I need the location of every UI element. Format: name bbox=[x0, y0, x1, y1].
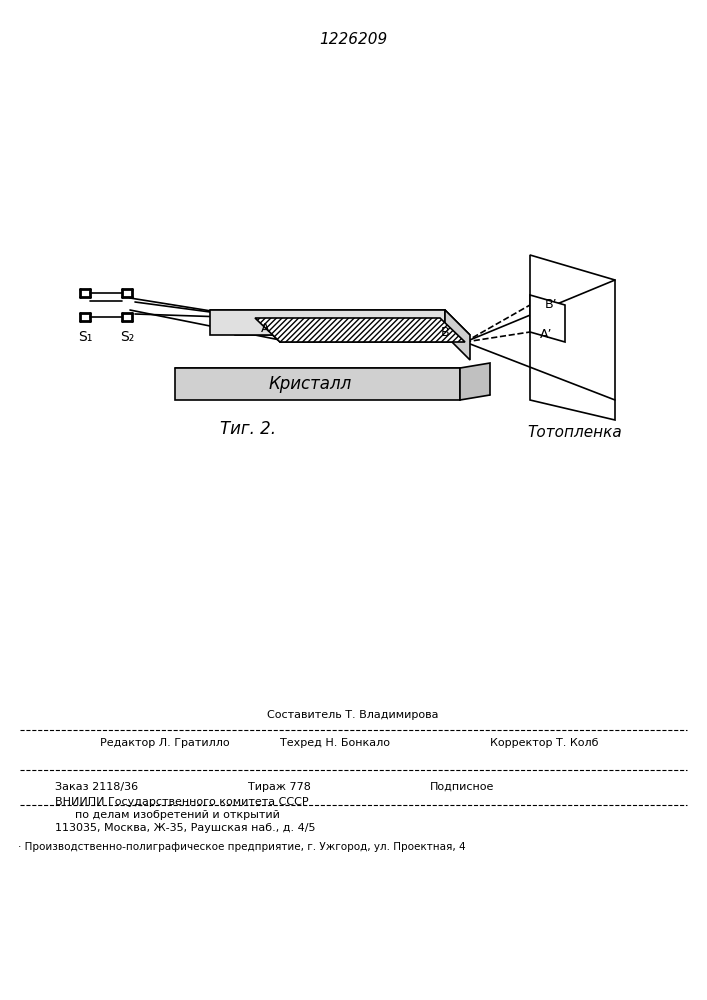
Polygon shape bbox=[445, 310, 470, 360]
Text: Корректор Т. Колб: Корректор Т. Колб bbox=[490, 738, 599, 748]
Text: A’: A’ bbox=[540, 328, 552, 342]
Polygon shape bbox=[175, 368, 490, 395]
Text: ВНИИПИ Государственного комитета СССР: ВНИИПИ Государственного комитета СССР bbox=[55, 797, 309, 807]
Text: S₁: S₁ bbox=[78, 330, 92, 344]
Text: Составитель Т. Владимирова: Составитель Т. Владимирова bbox=[267, 710, 439, 720]
Text: по делам изобретений и открытий: по делам изобретений и открытий bbox=[75, 810, 280, 820]
Text: Подписное: Подписное bbox=[430, 782, 494, 792]
Text: A: A bbox=[261, 322, 269, 334]
Text: B’: B’ bbox=[545, 298, 558, 312]
Text: · Производственно-полиграфическое предприятие, г. Ужгород, ул. Проектная, 4: · Производственно-полиграфическое предпр… bbox=[18, 842, 466, 852]
Text: Редактор Л. Гратилло: Редактор Л. Гратилло bbox=[100, 738, 230, 748]
Text: Кристалл: Кристалл bbox=[269, 375, 351, 393]
Text: S₂: S₂ bbox=[120, 330, 134, 344]
Polygon shape bbox=[530, 255, 615, 420]
Text: 113035, Москва, Ж-35, Раушская наб., д. 4/5: 113035, Москва, Ж-35, Раушская наб., д. … bbox=[55, 823, 315, 833]
Text: Τиг. 2.: Τиг. 2. bbox=[220, 420, 276, 438]
Text: Тираж 778: Тираж 778 bbox=[248, 782, 311, 792]
Polygon shape bbox=[210, 310, 445, 335]
Polygon shape bbox=[255, 318, 465, 342]
Polygon shape bbox=[530, 295, 565, 342]
Text: Заказ 2118/36: Заказ 2118/36 bbox=[55, 782, 138, 792]
Text: Техред Н. Бонкало: Техред Н. Бонкало bbox=[280, 738, 390, 748]
Text: Τотопленка: Τотопленка bbox=[527, 425, 622, 440]
Polygon shape bbox=[210, 310, 470, 335]
Text: 1226209: 1226209 bbox=[319, 32, 387, 47]
Polygon shape bbox=[460, 363, 490, 400]
Polygon shape bbox=[175, 368, 460, 400]
Text: B: B bbox=[440, 326, 450, 338]
